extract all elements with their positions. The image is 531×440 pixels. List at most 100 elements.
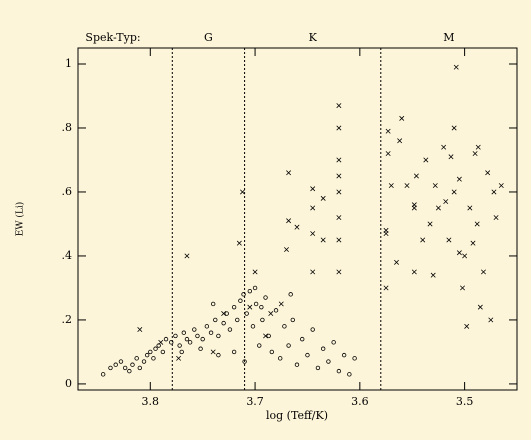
point	[286, 170, 292, 176]
point	[288, 292, 293, 297]
point	[108, 365, 113, 371]
y-tick-label: .2	[62, 313, 73, 326]
point	[253, 301, 259, 307]
y-axis-label: EW (Li)	[15, 202, 26, 237]
point	[347, 372, 352, 377]
point	[310, 269, 316, 275]
point	[443, 199, 449, 205]
point	[294, 224, 300, 230]
point	[278, 301, 284, 307]
y-tick-label: 0	[65, 377, 72, 390]
point	[204, 324, 210, 329]
point	[404, 183, 410, 189]
point	[176, 355, 182, 361]
point	[278, 356, 283, 361]
point	[420, 237, 426, 243]
point	[231, 349, 237, 355]
point	[336, 157, 342, 163]
point	[282, 324, 287, 329]
point	[268, 311, 274, 317]
point	[464, 323, 470, 329]
point	[200, 336, 205, 342]
spectral-caption: Spek-Typ:	[85, 31, 140, 44]
point	[448, 154, 454, 160]
point	[144, 352, 150, 358]
point	[216, 333, 221, 339]
x-axis-label: log (Teff/K)	[266, 409, 328, 422]
y-tick-label: .6	[62, 185, 73, 198]
point	[451, 189, 457, 195]
point	[385, 151, 391, 157]
point	[148, 349, 153, 355]
point	[156, 343, 161, 348]
point	[100, 372, 106, 377]
point	[286, 343, 291, 348]
point	[498, 183, 504, 189]
point	[195, 333, 200, 339]
point	[252, 269, 258, 275]
point	[290, 317, 295, 323]
point	[427, 221, 433, 227]
point	[336, 173, 342, 179]
point	[451, 125, 457, 131]
point	[181, 330, 187, 335]
spectral-type: K	[309, 31, 318, 44]
x-tick-label: 3.8	[142, 395, 160, 408]
point	[413, 173, 419, 179]
point	[453, 64, 459, 70]
point	[263, 295, 268, 300]
point	[179, 349, 184, 355]
point	[118, 359, 124, 364]
point	[158, 339, 164, 345]
point	[122, 365, 128, 371]
point	[336, 368, 342, 374]
point	[397, 138, 403, 144]
point	[266, 333, 271, 339]
spectral-type: G	[204, 31, 213, 44]
point	[432, 183, 438, 189]
point	[341, 352, 347, 358]
point	[273, 308, 279, 313]
point	[198, 346, 203, 351]
point	[493, 215, 499, 221]
point	[169, 340, 174, 345]
point	[259, 304, 264, 310]
point	[474, 221, 480, 227]
point	[210, 301, 216, 307]
point	[315, 365, 321, 371]
point	[284, 247, 289, 253]
point	[240, 189, 245, 195]
point	[227, 327, 233, 332]
point	[326, 359, 331, 364]
point	[399, 115, 405, 121]
point	[208, 330, 214, 335]
point	[435, 205, 441, 211]
point	[320, 346, 326, 351]
point	[336, 103, 342, 109]
x-tick-label: 3.7	[246, 395, 264, 408]
x-tick-label: 3.5	[456, 395, 474, 408]
point	[305, 352, 310, 358]
point	[423, 157, 429, 163]
plot-frame	[77, 47, 518, 391]
point	[310, 231, 316, 237]
y-tick-label: .4	[62, 249, 73, 262]
point	[320, 237, 326, 243]
y-tick-label: 1	[65, 57, 72, 70]
point	[294, 362, 300, 367]
point	[352, 356, 357, 361]
point	[383, 227, 389, 233]
point	[247, 304, 253, 310]
point	[336, 125, 342, 131]
point	[241, 292, 246, 297]
point	[238, 298, 243, 303]
point	[153, 346, 158, 351]
y-tick-label: .8	[62, 121, 73, 134]
point	[394, 259, 399, 265]
point	[235, 317, 240, 323]
point	[388, 183, 394, 189]
point	[210, 349, 216, 355]
point	[187, 340, 193, 345]
point	[260, 317, 265, 323]
